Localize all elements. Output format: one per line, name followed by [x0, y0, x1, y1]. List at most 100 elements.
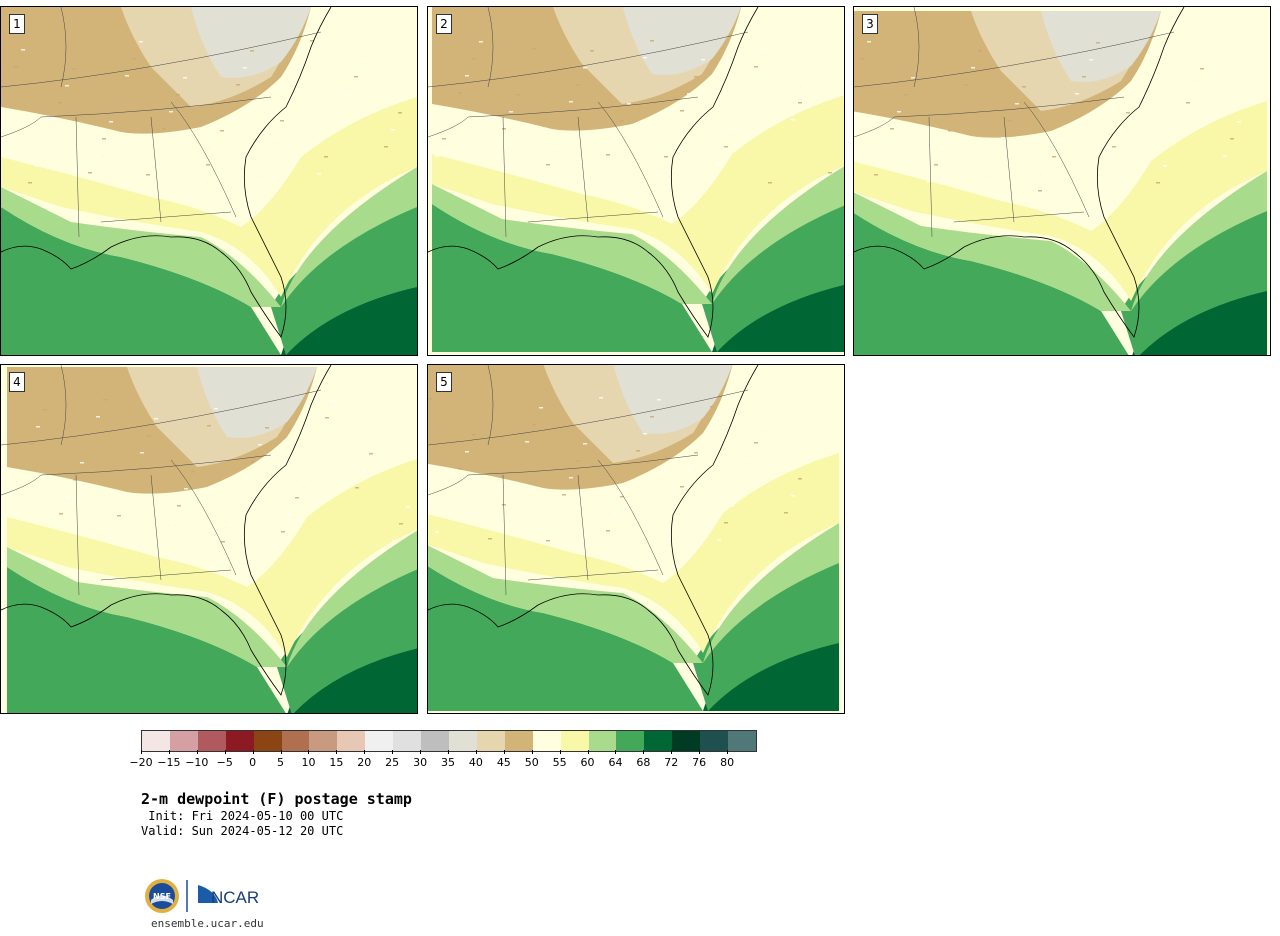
speckle-mark	[257, 183, 261, 185]
speckle-mark	[867, 41, 871, 43]
speckle-mark	[184, 488, 188, 490]
speckle-mark	[140, 452, 144, 454]
state-border	[428, 474, 469, 496]
colorbar-tick-mark	[448, 750, 449, 754]
colorbar-swatch	[365, 731, 394, 751]
state-border	[40, 96, 272, 118]
speckle-mark	[964, 84, 968, 86]
coastline	[854, 7, 1185, 338]
speckle-mark	[95, 155, 99, 157]
speckle-mark	[132, 58, 136, 60]
speckle-mark	[244, 478, 248, 480]
speckle-mark	[687, 93, 691, 95]
colorbar-swatch	[728, 731, 756, 751]
speckle-mark	[710, 406, 714, 408]
speckle-mark	[613, 513, 617, 515]
speckle-mark	[302, 480, 306, 482]
state-border	[577, 474, 589, 581]
speckle-mark	[754, 66, 758, 68]
speckle-mark	[243, 67, 247, 69]
speckle-mark	[583, 67, 587, 69]
speckle-mark	[657, 399, 661, 401]
state-border	[527, 569, 659, 581]
speckle-mark	[214, 408, 218, 410]
speckle-mark	[355, 487, 359, 489]
website-link[interactable]: ensemble.ucar.edu	[151, 917, 264, 930]
speckle-mark	[516, 94, 520, 96]
speckle-mark	[978, 50, 982, 52]
dewpoint-map	[1, 365, 417, 713]
colorbar-tick-label: 15	[329, 756, 344, 769]
colorbar-swatch	[476, 731, 505, 751]
speckle-mark	[133, 469, 137, 471]
ocean-64-band	[1, 202, 417, 355]
dewpoint-map	[854, 7, 1270, 355]
speckle-mark	[435, 531, 439, 533]
speckle-mark	[14, 66, 18, 68]
state-border	[40, 454, 272, 476]
state-border	[1, 116, 42, 138]
speckle-mark	[288, 514, 292, 516]
speckle-mark	[1045, 173, 1049, 175]
speckle-mark	[35, 165, 39, 167]
speckle-mark	[650, 416, 654, 418]
speckle-mark	[643, 57, 647, 59]
speckle-mark	[509, 111, 513, 113]
speckle-mark	[295, 497, 299, 499]
speckle-mark	[828, 172, 832, 174]
speckle-mark	[287, 103, 291, 105]
state-border	[597, 101, 664, 218]
speckle-mark	[392, 540, 396, 542]
colorbar-swatch	[337, 731, 366, 751]
dry-35-band	[197, 367, 317, 438]
moist-55-band	[7, 458, 417, 657]
state-border	[502, 474, 507, 596]
speckle-mark	[369, 453, 373, 455]
speckle-mark	[1001, 137, 1005, 139]
moist-55-band	[854, 101, 1267, 301]
state-border	[170, 459, 237, 576]
valid-time: Valid: Sun 2024-05-12 20 UTC	[141, 824, 344, 838]
speckle-mark	[1156, 182, 1160, 184]
speckle-mark	[620, 120, 624, 122]
panel-number-label: 2	[436, 14, 452, 34]
colorbar-tick-mark	[141, 750, 142, 754]
colorbar-ticks: −20 −15 −10 −5 0 5 10 15 20 25 30 35 40 45 50 55 60 64 68 7…	[129, 750, 755, 770]
speckle-mark	[1186, 102, 1190, 104]
speckle-mark	[791, 495, 795, 497]
speckle-mark	[761, 425, 765, 427]
speckle-mark	[687, 469, 691, 471]
speckle-mark	[1052, 156, 1056, 158]
speckle-mark	[897, 111, 901, 113]
speckle-mark	[176, 94, 180, 96]
speckle-mark	[761, 49, 765, 51]
colorbar-tick-label: 20	[357, 756, 372, 769]
moist-55-band	[428, 453, 839, 653]
colorbar-swatch	[588, 731, 617, 751]
speckle-mark	[1015, 103, 1019, 105]
panel-number-label: 5	[436, 372, 452, 392]
state-border	[100, 569, 232, 581]
speckle-mark	[325, 417, 329, 419]
speckle-mark	[754, 442, 758, 444]
colorbar-tick-mark	[587, 750, 589, 754]
colorbar-tick-mark	[392, 750, 394, 754]
state-border	[502, 116, 507, 238]
state-border	[1, 389, 322, 446]
speckle-mark	[1163, 165, 1167, 167]
state-border	[150, 116, 162, 223]
speckle-mark	[874, 174, 878, 176]
speckle-mark	[791, 119, 795, 121]
speckle-mark	[701, 59, 705, 61]
speckle-mark	[971, 67, 975, 69]
colorbar-swatch	[142, 731, 170, 751]
colorbar-tick-label: 64	[608, 756, 623, 769]
speckle-mark	[36, 426, 40, 428]
speckle-mark	[265, 427, 269, 429]
speckle-mark	[890, 128, 894, 130]
speckle-mark	[1193, 85, 1197, 87]
colorbar-tick-mark	[503, 750, 505, 754]
speckle-mark	[354, 76, 358, 78]
colorbar-tick-mark	[671, 750, 673, 754]
state-border	[75, 116, 80, 238]
